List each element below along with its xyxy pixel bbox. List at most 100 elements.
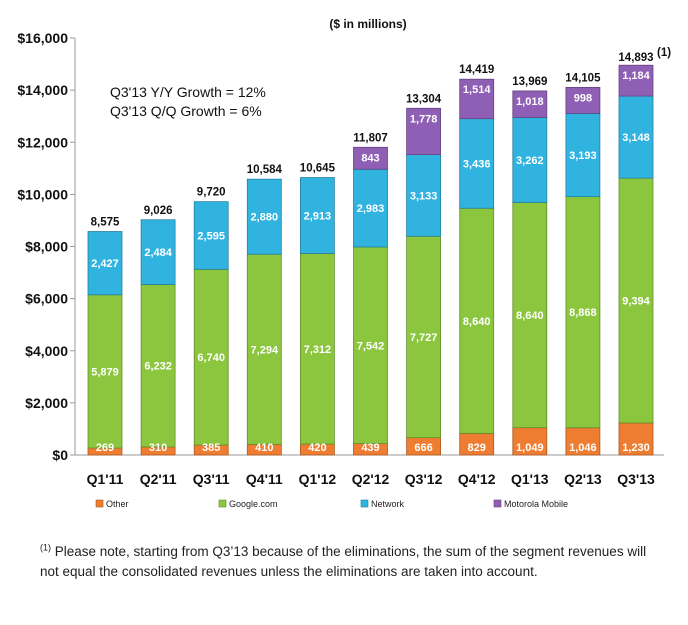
y-tick-label: $8,000	[25, 239, 68, 255]
labels-layer: 269 5,879 2,427 8,575 310 6,232 2,484 9,026 385 6…	[91, 47, 672, 454]
x-tick-label: Q4'12	[458, 471, 496, 487]
y-tick-label: $14,000	[17, 82, 68, 98]
legend-label: Motorola Mobile	[504, 499, 568, 509]
segment-value-label: 7,294	[251, 344, 279, 356]
bar-segment-motorola-mobile	[406, 107, 442, 156]
bar-segment-motorola-mobile	[353, 146, 388, 170]
total-value-label: 10,584	[247, 164, 283, 176]
bar-segment-network	[618, 95, 654, 179]
segment-value-label: 829	[468, 442, 486, 454]
total-footnote-marker: (1)	[657, 47, 671, 59]
bar-segment-motorola-mobile	[565, 86, 601, 114]
segment-value-label: 3,436	[463, 158, 491, 170]
segment-value-label: 3,262	[516, 155, 544, 167]
bar-segment-other	[618, 422, 654, 456]
annotation-qoq-growth: Q3'13 Q/Q Growth = 6%	[110, 103, 262, 119]
segment-value-label: 1,046	[569, 442, 597, 454]
legend-swatch	[493, 499, 502, 508]
y-tick-label: $4,000	[25, 343, 68, 359]
total-value-label: 9,026	[144, 205, 173, 217]
segment-value-label: 6,740	[197, 352, 225, 364]
segment-value-label: 385	[202, 442, 220, 454]
bars-layer	[87, 64, 654, 456]
bar-segment-google-com	[353, 246, 388, 444]
segment-value-label: 2,595	[197, 230, 225, 242]
footnote: (1) Please note, starting from Q3’13 bec…	[40, 542, 660, 582]
total-value-label: 13,304	[406, 93, 442, 105]
segment-value-label: 6,232	[144, 361, 172, 373]
segment-value-label: 3,133	[410, 190, 438, 202]
segment-value-label: 998	[574, 92, 592, 104]
segment-value-label: 1,018	[516, 96, 544, 108]
segment-value-label: 7,727	[410, 332, 438, 344]
x-tick-label: Q1'11	[87, 471, 124, 487]
bar-segment-network	[246, 178, 282, 255]
bar-segment-other	[565, 427, 601, 456]
segment-value-label: 7,312	[304, 344, 332, 356]
y-tick-label: $0	[52, 447, 68, 463]
bar-segment-network	[565, 112, 601, 198]
bar-segment-motorola-mobile	[459, 78, 495, 120]
x-tick-label: Q3'13	[617, 471, 655, 487]
x-tick-label: Q2'13	[564, 471, 602, 487]
segment-value-label: 8,868	[569, 307, 597, 319]
bar-segment-google-com	[459, 207, 495, 434]
bar-segment-network	[459, 118, 495, 209]
x-tick-label: Q1'12	[299, 471, 337, 487]
y-tick-label: $12,000	[17, 134, 68, 150]
bar-segment-google-com	[299, 253, 335, 445]
segment-value-label: 3,148	[622, 132, 650, 144]
segment-value-label: 439	[361, 442, 379, 454]
total-value-label: 8,575	[91, 217, 120, 229]
y-tick-label: $2,000	[25, 395, 68, 411]
segment-value-label: 2,880	[251, 212, 279, 224]
segment-value-label: 410	[255, 442, 273, 454]
legend-swatch	[218, 499, 227, 508]
segment-value-label: 1,230	[622, 442, 650, 454]
legend-swatch	[95, 499, 104, 508]
legend-label: Google.com	[229, 499, 278, 509]
footnote-text: Please note, starting from Q3’13 because…	[40, 544, 647, 579]
segment-value-label: 1,184	[622, 70, 650, 82]
bar-segment-network	[140, 219, 176, 285]
x-tick-label: Q1'13	[511, 471, 549, 487]
segment-value-label: 1,514	[463, 84, 491, 96]
x-tick-label: Q3'12	[405, 471, 443, 487]
total-value-label: 9,720	[197, 187, 226, 199]
bar-segment-google-com	[87, 294, 123, 449]
legend-label: Other	[106, 499, 129, 509]
legend-label: Network	[371, 499, 405, 509]
bar-segment-google-com	[193, 268, 229, 446]
segment-value-label: 1,049	[516, 442, 544, 454]
bar-segment-network	[193, 201, 229, 270]
y-tick-label: $6,000	[25, 291, 68, 307]
total-value-label: 14,105	[565, 72, 601, 84]
bar-segment-motorola-mobile	[618, 64, 654, 97]
bar-segment-google-com	[618, 177, 654, 424]
segment-value-label: 2,484	[144, 247, 172, 259]
segment-value-label: 2,913	[304, 211, 332, 223]
total-value-label: 14,893	[618, 52, 653, 64]
legend-swatch	[360, 499, 369, 508]
legend: Other Google.com Network Motorola Mobile	[95, 499, 568, 509]
bar-segment-network	[406, 154, 442, 237]
annotation-yoy-growth: Q3'13 Y/Y Growth = 12%	[110, 84, 266, 100]
segment-value-label: 7,542	[357, 340, 385, 352]
segment-value-label: 843	[361, 152, 379, 164]
segment-value-label: 310	[149, 442, 167, 454]
x-tick-label: Q4'11	[246, 471, 283, 487]
segment-value-label: 420	[308, 442, 326, 454]
bar-segment-google-com	[565, 196, 601, 429]
axis-layer: $0 $2,000 $4,000 $6,000 $8,000 $10,000 $12,000…	[17, 30, 664, 487]
x-tick-label: Q3'11	[193, 471, 230, 487]
bar-segment-network	[353, 168, 388, 248]
chart-subtitle: ($ in millions)	[329, 17, 406, 31]
segment-value-label: 5,879	[91, 366, 119, 378]
bar-segment-network	[87, 231, 123, 296]
segment-value-label: 8,640	[463, 316, 491, 328]
bar-segment-network	[299, 177, 335, 254]
total-value-label: 14,419	[459, 64, 494, 76]
segment-value-label: 3,193	[569, 150, 597, 162]
bar-segment-network	[512, 117, 548, 203]
segment-value-label: 8,640	[516, 310, 544, 322]
